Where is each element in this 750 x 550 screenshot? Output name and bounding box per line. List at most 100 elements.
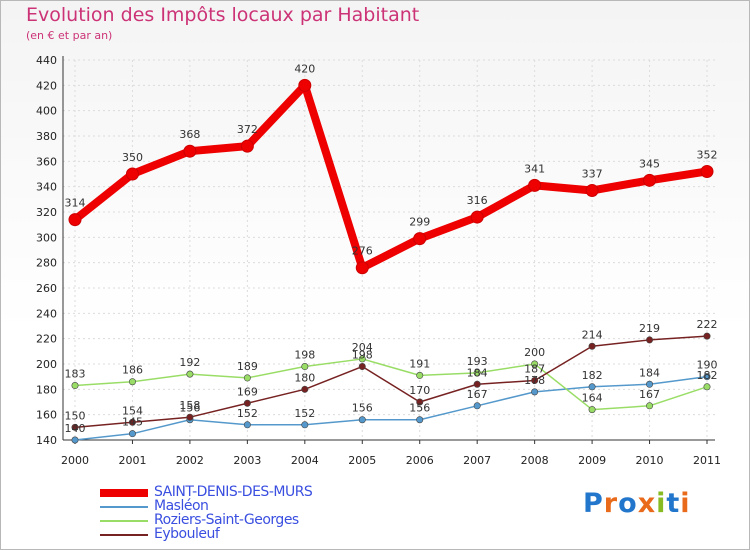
data-label: 345 [639,157,660,170]
data-point [700,164,714,178]
y-tick-label: 400 [36,105,57,118]
data-label: 180 [294,371,315,384]
data-label: 337 [582,167,603,180]
data-label: 198 [294,349,315,362]
data-point [243,421,251,429]
axes [62,56,715,444]
data-label: 316 [467,194,488,207]
data-point [703,332,711,340]
data-label: 299 [409,216,430,229]
data-label: 184 [639,366,660,379]
data-point [473,369,481,377]
y-tick-label: 160 [36,409,57,422]
data-label: 164 [582,392,603,405]
data-point [243,374,251,382]
data-point [531,376,539,384]
data-point [473,380,481,388]
data-label: 152 [294,407,315,420]
data-point [243,399,251,407]
data-point [413,232,427,246]
x-tick-label: 2007 [463,454,491,467]
logo-letter: i [656,488,667,519]
data-label: 170 [409,384,430,397]
data-point [71,436,79,444]
data-point [588,383,596,391]
x-tick-label: 2001 [118,454,146,467]
logo-letter: i [680,488,691,519]
y-tick-label: 280 [36,257,57,270]
data-label: 314 [65,197,86,210]
data-point [588,342,596,350]
data-point [646,336,654,344]
legend-label: Roziers-Saint-Georges [154,512,299,528]
data-point [470,210,484,224]
legend-label: SAINT-DENIS-DES-MURS [154,484,313,500]
data-label: 182 [582,369,603,382]
data-label: 350 [122,151,143,164]
data-point [186,370,194,378]
data-label: 193 [467,355,488,368]
data-point [531,388,539,396]
x-tick-label: 2000 [61,454,89,467]
data-point [473,402,481,410]
data-label: 186 [122,364,143,377]
x-axis-ticks: 2000 2001 2002 2003 2004 2005 2006 2007 2008 2009… [61,454,721,467]
data-label: 420 [294,62,315,75]
data-label: 204 [352,341,373,354]
y-tick-label: 340 [36,181,57,194]
logo-letter: o [618,488,638,519]
data-label: 352 [697,148,718,161]
x-tick-label: 2006 [406,454,434,467]
logo-letter: t [666,488,681,519]
data-label: 187 [524,362,545,375]
proxiti-logo: Proxiti [583,488,691,519]
data-point [416,371,424,379]
y-tick-label: 140 [36,434,57,447]
data-label: 156 [352,402,373,415]
data-label: 169 [237,385,258,398]
line-chart: 140 160 180 200 220 240 260 280 300 320 340 360 380 4… [36,54,721,467]
data-point [128,418,136,426]
data-point [585,183,599,197]
data-label: 156 [409,402,430,415]
x-tick-label: 2011 [693,454,721,467]
data-label: 189 [237,360,258,373]
data-point [358,363,366,371]
series-line-3 [74,335,708,429]
legend-label: Masléon [154,498,209,514]
data-label: 154 [122,404,143,417]
data-label: 145 [122,416,143,429]
y-tick-label: 220 [36,333,57,346]
series-line-1 [74,375,708,441]
data-label: 219 [639,322,660,335]
y-tick-label: 240 [36,307,57,320]
y-tick-label: 360 [36,155,57,168]
y-tick-label: 200 [36,358,57,371]
data-labels: 140 145 156 152 152 156 156 167 178 182 184 190 183 1… [65,62,718,435]
data-point [646,402,654,410]
data-label: 341 [524,162,545,175]
logo-letter: r [603,488,619,519]
data-point [358,355,366,363]
logo-letter: x [637,488,657,519]
x-tick-label: 2010 [636,454,664,467]
logo-letter: P [583,488,604,519]
data-point [358,416,366,424]
legend-label: Eybouleuf [154,526,220,542]
y-tick-label: 380 [36,130,57,143]
data-label: 167 [639,388,660,401]
data-point [528,178,542,192]
y-tick-label: 260 [36,282,57,295]
data-point [646,380,654,388]
data-point [416,416,424,424]
series-lines [68,78,714,444]
data-label: 214 [582,328,603,341]
data-label: 183 [65,368,86,381]
data-point [128,430,136,438]
data-label: 184 [467,366,488,379]
data-point [301,363,309,371]
data-label: 198 [352,349,373,362]
data-label: 222 [697,318,718,331]
y-tick-label: 300 [36,231,57,244]
